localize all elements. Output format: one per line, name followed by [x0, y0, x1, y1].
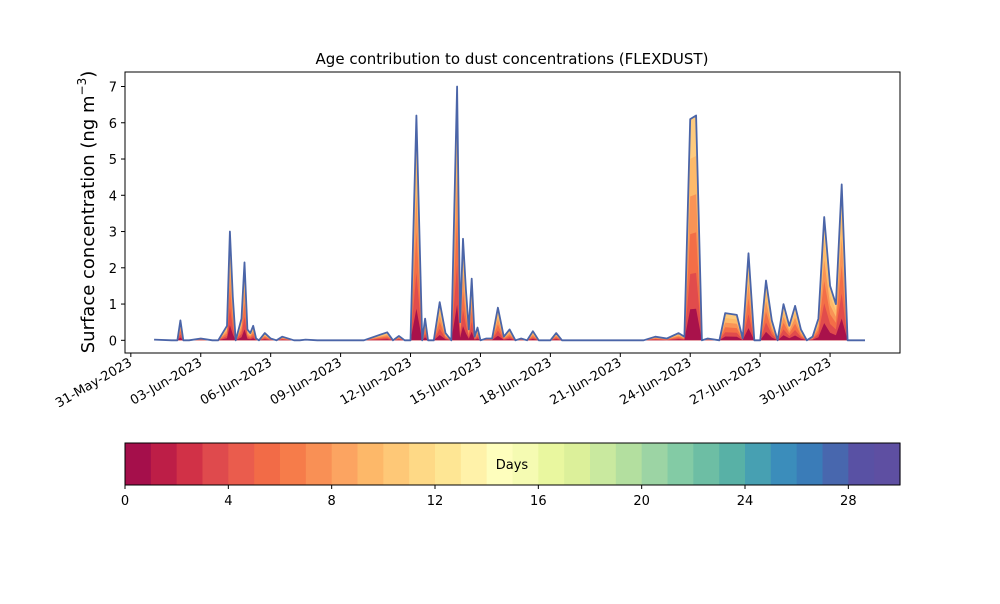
colorbar-segment — [745, 443, 772, 485]
colorbar-segment — [719, 443, 746, 485]
x-tick-label: 09-Jun-2023 — [268, 355, 345, 408]
colorbar-segment — [435, 443, 462, 485]
y-tick-label: 5 — [109, 153, 117, 168]
colorbar-frame — [124, 442, 901, 486]
colorbar-label: Days — [496, 458, 529, 473]
y-tick-label: 1 — [109, 298, 117, 313]
colorbar-segment — [176, 443, 204, 485]
y-tick-label: 6 — [109, 117, 117, 132]
plot-frame — [124, 71, 901, 354]
x-axis: 31-May-202303-Jun-202306-Jun-202309-Jun-… — [53, 353, 834, 411]
x-tick-label: 24-Jun-2023 — [617, 355, 694, 408]
colorbar-segment — [796, 443, 824, 485]
colorbar-segment — [822, 443, 849, 485]
y-tick-label: 2 — [109, 262, 117, 277]
colorbar-segment — [590, 443, 617, 485]
colorbar-segment — [667, 443, 694, 485]
y-tick-label: 4 — [109, 189, 117, 204]
colorbar-segment — [125, 443, 152, 485]
colorbar-segment — [409, 443, 436, 485]
y-axis-label-close: ) — [78, 71, 99, 78]
x-tick-label: 30-Jun-2023 — [757, 355, 834, 408]
colorbar-segment — [254, 443, 281, 485]
x-tick-label: 18-Jun-2023 — [478, 355, 555, 408]
colorbar-segment — [770, 443, 798, 485]
colorbar-segment — [512, 443, 539, 485]
colorbar-segment — [641, 443, 669, 485]
colorbar-segment — [615, 443, 643, 485]
colorbar-tick-label: 0 — [121, 494, 129, 509]
x-tick-label: 15-Jun-2023 — [408, 355, 485, 408]
age-contribution-fills — [154, 86, 866, 341]
colorbar-segment — [383, 443, 410, 485]
plot-background — [125, 72, 900, 353]
colorbar-segment — [202, 443, 229, 485]
colorbar-tick-label: 4 — [224, 494, 232, 509]
colorbar-segment — [331, 443, 359, 485]
colorbar-segment — [848, 443, 875, 485]
x-tick-label: 31-May-2023 — [53, 355, 135, 411]
chart-title: Age contribution to dust concentrations … — [316, 50, 709, 68]
colorbar-segment — [460, 443, 488, 485]
colorbar-segment — [693, 443, 720, 485]
y-axis-label-superscript: −3 — [75, 78, 89, 96]
total-concentration-line — [154, 85, 865, 342]
y-tick-label: 3 — [109, 226, 117, 241]
colorbar-tick-label: 8 — [328, 494, 336, 509]
colorbar-segment — [228, 443, 255, 485]
colorbar-tick-label: 12 — [427, 494, 444, 509]
colorbar-segment — [538, 443, 565, 485]
colorbar-segment — [280, 443, 307, 485]
age-band-fill — [154, 264, 866, 341]
colorbar-segment — [486, 443, 514, 485]
colorbar-tick-label: 24 — [737, 494, 754, 509]
colorbar — [125, 443, 901, 485]
y-axis: 0 1 2 3 4 5 6 7 — [109, 81, 125, 349]
x-tick-label: 03-Jun-2023 — [128, 355, 205, 408]
x-tick-label: 21-Jun-2023 — [547, 355, 624, 408]
colorbar-segment — [564, 443, 591, 485]
y-axis-label-main: Surface concentration (ng m — [78, 95, 99, 353]
x-tick-label: 27-Jun-2023 — [687, 355, 764, 408]
colorbar-segment — [150, 443, 178, 485]
age-band-fill — [154, 304, 866, 341]
colorbar-segment — [305, 443, 333, 485]
x-tick-label: 06-Jun-2023 — [198, 355, 275, 408]
colorbar-ticks: 0 4 8 12 16 20 24 28 — [121, 485, 857, 509]
y-tick-label: 7 — [109, 81, 117, 96]
colorbar-tick-label: 28 — [840, 494, 857, 509]
colorbar-segment — [357, 443, 384, 485]
y-tick-label: 0 — [109, 334, 117, 349]
colorbar-tick-label: 20 — [633, 494, 650, 509]
colorbar-tick-label: 16 — [530, 494, 547, 509]
colorbar-segment — [874, 443, 901, 485]
y-axis-label: Surface concentration (ng m−3) — [75, 71, 99, 354]
x-tick-label: 12-Jun-2023 — [338, 355, 415, 408]
